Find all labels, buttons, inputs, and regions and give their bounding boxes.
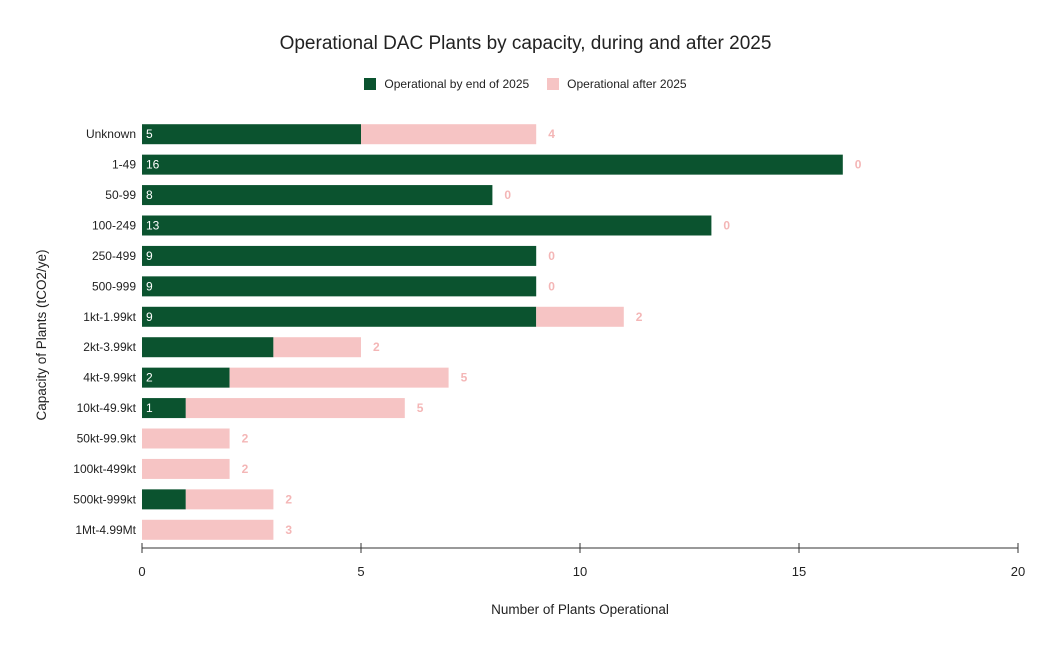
category-label: 50kt-99.9kt [77, 432, 137, 446]
legend-swatch-after-2025 [547, 78, 560, 90]
data-label-after-2025: 0 [855, 158, 862, 172]
data-label-after-2025: 2 [636, 310, 643, 324]
data-label-by-2025: 5 [146, 127, 153, 141]
category-label: 100kt-499kt [73, 462, 136, 476]
bar-after-2025[interactable] [142, 428, 230, 449]
data-label-after-2025: 3 [285, 523, 292, 537]
bar-after-2025[interactable] [142, 458, 230, 479]
bar-by-2025[interactable] [142, 245, 537, 266]
x-axis: 0 5 10 15 20 [138, 543, 1025, 579]
category-label: 4kt-9.99kt [83, 371, 136, 385]
data-label-by-2025: 1 [146, 401, 153, 415]
data-label-by-2025: 9 [146, 249, 153, 263]
data-label-after-2025: 0 [723, 219, 730, 233]
bar-by-2025[interactable] [142, 398, 186, 419]
bar-by-2025[interactable] [142, 185, 493, 206]
legend-label-by-2025: Operational by end of 2025 [384, 77, 530, 91]
category-label: 50-99 [105, 188, 136, 202]
category-label: 1-49 [112, 158, 136, 172]
bar-after-2025[interactable] [142, 519, 274, 540]
legend-label-after-2025: Operational after 2025 [567, 77, 687, 91]
data-label-by-2025: 8 [146, 188, 153, 202]
category-label: 100-249 [92, 219, 136, 233]
data-label-by-2025: 9 [146, 279, 153, 293]
category-label: 10kt-49.9kt [77, 401, 137, 415]
y-axis-title: Capacity of Plants (tCO2/ye) [34, 249, 49, 420]
data-label-after-2025: 5 [461, 371, 468, 385]
bar-by-2025[interactable] [142, 367, 230, 388]
x-tick-label: 5 [357, 564, 364, 579]
data-label-after-2025: 0 [548, 279, 555, 293]
data-label-after-2025: 0 [548, 249, 555, 263]
category-label: 500kt-999kt [73, 492, 136, 506]
x-tick-label: 10 [573, 564, 587, 579]
bar-by-2025[interactable] [142, 154, 843, 175]
x-tick-label: 0 [138, 564, 145, 579]
category-label: 500-999 [92, 279, 136, 293]
bar-after-2025[interactable] [229, 367, 449, 388]
data-label-after-2025: 2 [242, 462, 249, 476]
category-label: Unknown [86, 127, 136, 141]
bar-by-2025[interactable] [142, 489, 186, 510]
data-label-by-2025: 9 [146, 310, 153, 324]
legend-swatch-by-2025 [364, 78, 377, 90]
legend-item-by-2025[interactable]: Operational by end of 2025 [364, 77, 529, 91]
data-label-by-2025: 13 [146, 219, 160, 233]
legend: Operational by end of 2025 Operational a… [0, 77, 1051, 91]
category-label: 250-499 [92, 249, 136, 263]
data-label-after-2025: 5 [417, 401, 424, 415]
data-label-by-2025: 2 [146, 371, 153, 385]
bar-after-2025[interactable] [536, 306, 624, 327]
bar-after-2025[interactable] [273, 337, 361, 358]
bar-after-2025[interactable] [185, 398, 405, 419]
bar-after-2025[interactable] [185, 489, 274, 510]
legend-item-after-2025[interactable]: Operational after 2025 [547, 77, 687, 91]
data-label-by-2025: 16 [146, 158, 160, 172]
data-label-after-2025: 2 [373, 340, 380, 354]
category-label: 1kt-1.99kt [83, 310, 136, 324]
x-tick-label: 15 [792, 564, 806, 579]
bar-by-2025[interactable] [142, 215, 712, 236]
category-label: 2kt-3.99kt [83, 340, 136, 354]
data-label-after-2025: 2 [285, 492, 292, 506]
bar-by-2025[interactable] [142, 306, 537, 327]
data-label-after-2025: 2 [242, 432, 249, 446]
data-label-after-2025: 4 [548, 127, 555, 141]
bar-by-2025[interactable] [142, 276, 537, 297]
category-label: 1Mt-4.99Mt [75, 523, 136, 537]
chart-title: Operational DAC Plants by capacity, duri… [279, 33, 772, 54]
x-axis-title: Number of Plants Operational [491, 602, 669, 617]
bar-by-2025[interactable] [142, 337, 274, 358]
data-label-after-2025: 0 [504, 188, 511, 202]
bar-after-2025[interactable] [361, 124, 537, 145]
x-tick-label: 20 [1011, 564, 1025, 579]
bar-by-2025[interactable] [142, 124, 361, 145]
